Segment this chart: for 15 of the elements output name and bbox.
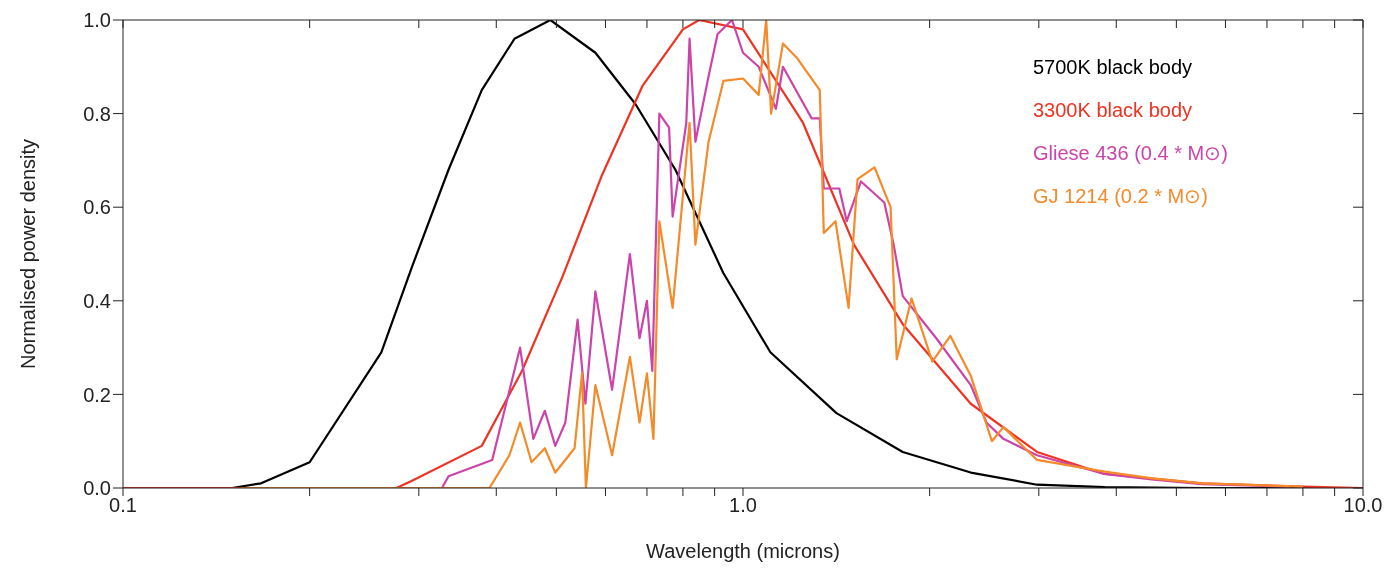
x-tick-label: 1.0	[729, 494, 757, 517]
y-axis-title: Normalised power density	[17, 138, 40, 370]
text: 5700K black body	[1033, 55, 1193, 80]
y-tick-label: 1.0	[83, 9, 111, 32]
x-axis-title: Wavelength (microns)	[646, 540, 840, 562]
y-tick-label: 0.8	[83, 102, 111, 125]
text: 3300K black body	[1033, 98, 1193, 123]
y-tick-label: 0.2	[83, 383, 111, 406]
x-tick-label: 10.0	[1343, 494, 1383, 517]
text: GJ 1214 (0.2 * M⊙)	[1033, 184, 1209, 209]
x-tick-label: 0.1	[109, 494, 137, 517]
text: Gliese 436 (0.4 * M⊙)	[1033, 141, 1228, 166]
y-tick-label: 0.4	[83, 289, 111, 312]
y-tick-label: 0.0	[83, 477, 111, 500]
y-tick-label: 0.6	[83, 196, 111, 219]
